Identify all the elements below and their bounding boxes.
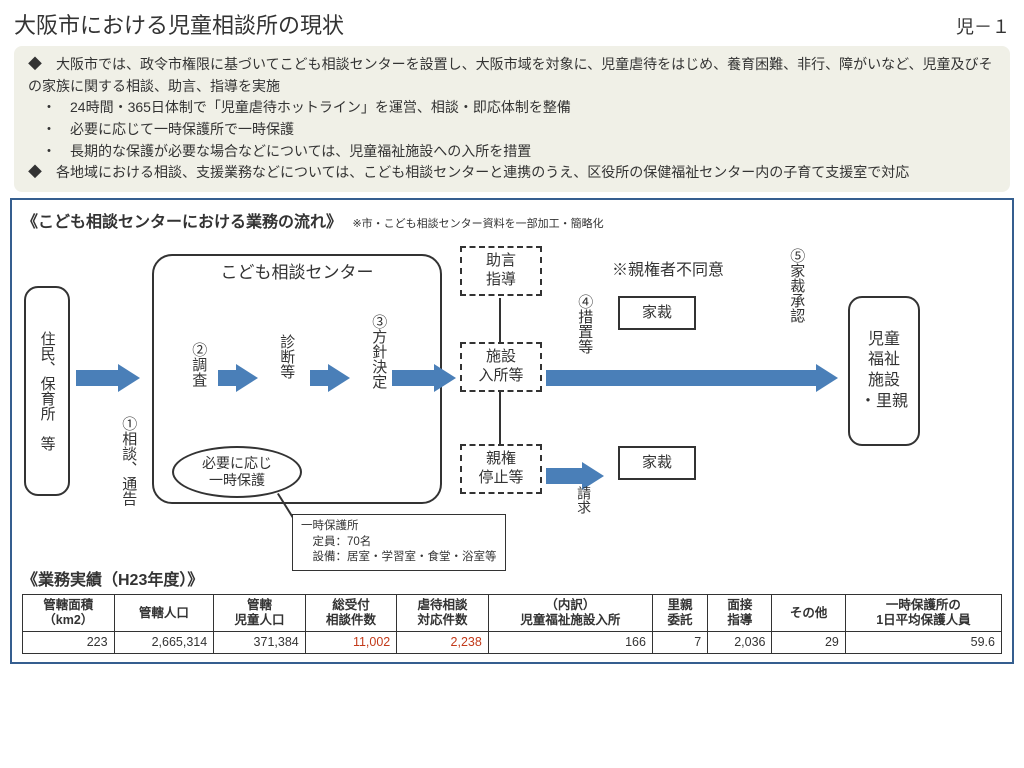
table-cell: 223 <box>23 632 115 654</box>
bubble-text: 必要に応じ 一時保護 <box>202 455 272 489</box>
kasai-bottom: 家裁 <box>618 446 696 480</box>
intro-line: ◆ 各地域における相談、支援業務などについては、こども相談センターと連携のうえ、… <box>28 162 996 184</box>
opt-facility: 施設 入所等 <box>460 342 542 392</box>
table-cell: 7 <box>652 632 707 654</box>
disagree-label: ※親権者不同意 <box>612 256 724 280</box>
shelter-info: 一時保護所 定員：70名 設備：居室・学習室・食堂・浴室等 <box>292 514 506 571</box>
intro-line: ・ 長期的な保護が必要な場合などについては、児童福祉施設への入所を措置 <box>28 141 996 163</box>
table-cell: 29 <box>772 632 845 654</box>
table-header: 虐待相談 対応件数 <box>397 595 489 632</box>
step5-label: ⑤家裁承認 <box>788 248 805 323</box>
table-cell: 166 <box>488 632 652 654</box>
perf-table: 管轄面積 （km2）管轄人口管轄 児童人口総受付 相談件数虐待相談 対応件数（内… <box>22 594 1002 654</box>
table-header: 里親 委託 <box>652 595 707 632</box>
step4-label: ④措置等 <box>576 294 593 354</box>
table-cell: 2,665,314 <box>114 632 214 654</box>
flow-heading-note: ※市・こども相談センター資料を一部加工・簡略化 <box>352 218 603 230</box>
table-header: その他 <box>772 595 845 632</box>
table-header: 総受付 相談件数 <box>305 595 397 632</box>
kasai-top: 家裁 <box>618 296 696 330</box>
table-header: 管轄人口 <box>114 595 214 632</box>
intro-box: ◆ 大阪市では、政令市権限に基づいてこども相談センターを設置し、大阪市域を対象に… <box>14 46 1010 192</box>
table-header: 管轄面積 （km2） <box>23 595 115 632</box>
opt-advice: 助言 指導 <box>460 246 542 296</box>
table-header: （内訳） 児童福祉施設入所 <box>488 595 652 632</box>
step3-label: ③方針決定 <box>370 314 387 389</box>
page-title: 大阪市における児童相談所の現状 <box>14 8 344 40</box>
shelter-info-line: 定員：70名 <box>301 535 497 551</box>
page-number: 児－１ <box>956 13 1010 39</box>
flow-heading: 《こども相談センターにおける業務の流れ》 ※市・こども相談センター資料を一部加工… <box>22 208 1002 232</box>
step1-label: ①相談、通告 <box>120 416 137 506</box>
shelter-info-title: 一時保護所 <box>301 519 497 535</box>
table-header: 面接 指導 <box>708 595 772 632</box>
flow-heading-text: 《こども相談センターにおける業務の流れ》 <box>22 214 342 231</box>
residents-label: 住民、保育所 等 <box>38 331 55 451</box>
table-header: 一時保護所の 1日平均保護人員 <box>845 595 1001 632</box>
flow-diagram: 住民、保育所 等 ①相談、通告 こども相談センター ②調査 診断等 ③方針決定 … <box>22 236 982 566</box>
table-cell: 59.6 <box>845 632 1001 654</box>
table-cell: 2,036 <box>708 632 772 654</box>
perf-heading: 《業務実績（H23年度）》 <box>22 566 1002 590</box>
intro-line: ◆ 大阪市では、政令市権限に基づいてこども相談センターを設置し、大阪市域を対象に… <box>28 54 996 97</box>
center-title: こども相談センター <box>221 262 374 284</box>
step2-label: ②調査 <box>190 342 207 387</box>
intro-line: ・ 24時間・365日体制で「児童虐待ホットライン」を運営、相談・即応体制を整備 <box>28 97 996 119</box>
table-cell: 11,002 <box>305 632 397 654</box>
table-header: 管轄 児童人口 <box>214 595 306 632</box>
opt-parental: 親権 停止等 <box>460 444 542 494</box>
main-panel: 《こども相談センターにおける業務の流れ》 ※市・こども相談センター資料を一部加工… <box>10 198 1014 664</box>
intro-line: ・ 必要に応じて一時保護所で一時保護 <box>28 119 996 141</box>
request-label: 請求 <box>576 486 592 514</box>
residents-box: 住民、保育所 等 <box>24 286 70 496</box>
diagnosis-label: 診断等 <box>278 334 295 379</box>
table-cell: 371,384 <box>214 632 306 654</box>
dest-box: 児童 福祉 施設 ・里親 <box>848 296 920 446</box>
shelter-info-line: 設備：居室・学習室・食堂・浴室等 <box>301 550 497 566</box>
bubble-protection: 必要に応じ 一時保護 <box>172 446 302 498</box>
table-cell: 2,238 <box>397 632 489 654</box>
